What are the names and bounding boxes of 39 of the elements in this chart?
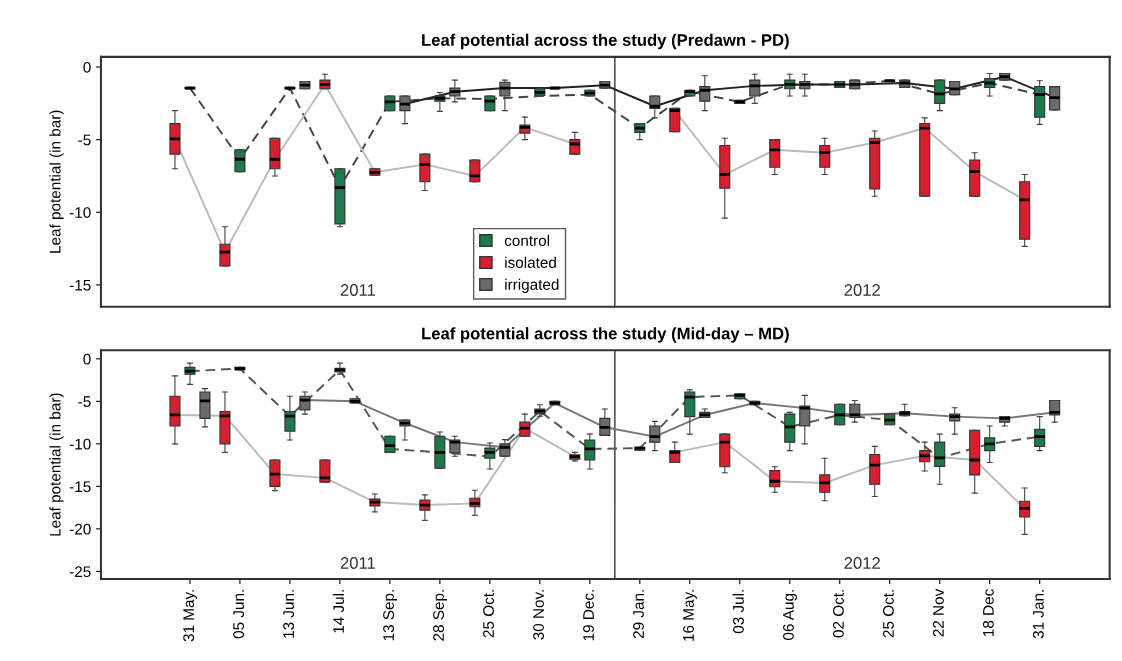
legend-label: control — [504, 234, 550, 247]
annotation: 2011 — [340, 284, 376, 296]
y-tick-label: -15 — [69, 481, 91, 493]
legend-label: isolated — [505, 256, 556, 268]
x-tick-label: 31 Jan. — [1032, 590, 1044, 639]
x-tick-label: 30 Nov. — [533, 590, 544, 640]
y-tick-label: -20 — [69, 523, 91, 535]
y-tick-label: -10 — [69, 438, 91, 450]
y-tick-label: -5 — [78, 134, 91, 146]
legend-label: irrigated — [505, 278, 559, 293]
chart-title: Leaf potential across the study (Mid-day – MD) — [422, 327, 789, 343]
x-tick-label: 06 Aug. — [783, 590, 797, 640]
x-tick-label: 22 Nov — [932, 588, 944, 637]
x-tick-label: 31 May. — [183, 590, 198, 642]
x-tick-label: 19 Dec. — [583, 590, 594, 641]
y-tick-label: -15 — [69, 279, 91, 291]
x-tick-label: 29 Jan. — [633, 590, 644, 639]
y-axis-title: Leaf potential (in bar) — [49, 393, 64, 536]
x-tick-label: 25 Oct. — [483, 590, 494, 638]
x-tick-label: 14 Jul. — [332, 590, 344, 633]
x-tick-label: 05 Jun. — [233, 590, 245, 639]
y-tick-label: -25 — [69, 566, 91, 578]
x-tick-label: 18 Dec — [982, 589, 994, 636]
chart-title: Leaf potential across the study (Predawn - PD) — [422, 33, 789, 50]
x-tick-label: 13 Sep. — [383, 590, 398, 641]
y-tick-label: 0 — [83, 61, 91, 73]
y-axis-title: Leaf potential (in bar) — [49, 110, 64, 253]
annotation: 2012 — [844, 557, 880, 569]
y-tick-label: -10 — [69, 207, 91, 218]
x-tick-label: 02 Oct. — [833, 590, 844, 638]
x-tick-label: 03 Jul. — [732, 590, 744, 634]
x-tick-label: 25 Oct. — [883, 590, 894, 638]
annotation: 2012 — [844, 284, 880, 296]
y-tick-label: 0 — [83, 353, 91, 365]
annotation: 2011 — [340, 557, 376, 569]
x-tick-label: 28 Sep. — [433, 590, 447, 641]
x-tick-label: 16 May. — [683, 590, 697, 641]
y-tick-label: -5 — [78, 396, 91, 408]
x-tick-label: 13 Jun. — [283, 590, 295, 638]
